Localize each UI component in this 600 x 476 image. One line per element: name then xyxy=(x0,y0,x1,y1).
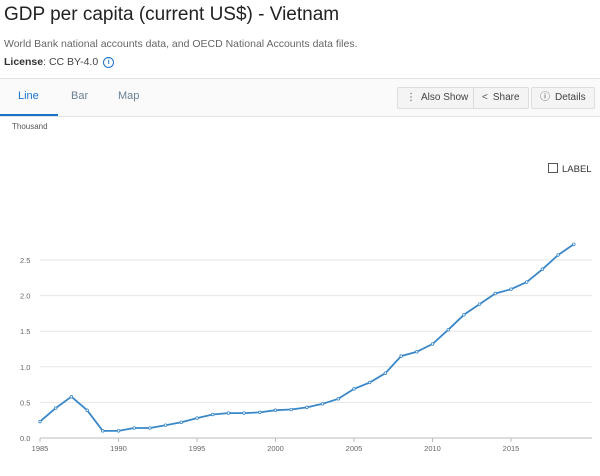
data-point xyxy=(509,287,513,291)
x-tick-label: 2000 xyxy=(267,444,284,453)
also-show-button[interactable]: ⋮ Also Show xyxy=(397,87,478,109)
data-point xyxy=(54,406,58,410)
data-point xyxy=(556,253,560,257)
data-point xyxy=(132,426,136,430)
data-point xyxy=(572,242,576,247)
y-tick-label: 0.0 xyxy=(20,434,30,443)
share-icon: < xyxy=(482,92,488,103)
also-show-label: Also Show xyxy=(421,92,469,103)
chart-area: Thousand 0.0 0.5 1.0 1.5 2.0 2.5 1985 1990 1995 20… xyxy=(0,117,600,476)
data-point xyxy=(163,423,168,427)
label-checkbox[interactable] xyxy=(548,163,558,173)
license-line: License: CC BY-4.0 i xyxy=(4,56,115,68)
license-value: : CC BY-4.0 xyxy=(43,56,99,68)
data-point xyxy=(430,342,435,346)
share-button[interactable]: < Share xyxy=(473,87,529,109)
data-point xyxy=(210,412,215,417)
y-tick-label: 2.5 xyxy=(20,256,30,265)
tab-bar[interactable]: Bar xyxy=(71,90,89,102)
label-toggle[interactable]: LABEL xyxy=(548,163,592,175)
view-tabs: Line Bar Map ⋮ Also Show < Share ⓘ Details xyxy=(0,79,600,117)
data-point xyxy=(148,426,152,430)
tab-map[interactable]: Map xyxy=(118,90,140,102)
data-point xyxy=(320,402,325,406)
data-point xyxy=(352,387,356,391)
data-point xyxy=(289,407,293,412)
data-point xyxy=(101,429,105,433)
data-point xyxy=(399,354,403,358)
data-point xyxy=(195,416,199,420)
data-point xyxy=(336,397,340,401)
y-unit-label: Thousand xyxy=(12,122,48,131)
series-line xyxy=(39,243,575,432)
data-point xyxy=(116,429,121,433)
data-point xyxy=(462,313,466,317)
x-tick-label: 2005 xyxy=(346,444,363,453)
details-button[interactable]: ⓘ Details xyxy=(531,87,595,109)
data-point xyxy=(415,350,419,354)
data-point xyxy=(69,395,74,399)
chart-panel: Line Bar Map ⋮ Also Show < Share ⓘ Details … xyxy=(0,78,600,476)
x-tick-label: 2015 xyxy=(503,444,520,453)
data-point xyxy=(525,280,529,284)
page-title: GDP per capita (current US$) - Vietnam xyxy=(4,4,340,25)
data-point xyxy=(540,267,545,271)
vertical-dots-icon: ⋮ xyxy=(406,92,416,103)
info-icon[interactable]: i xyxy=(103,57,115,68)
label-toggle-text: LABEL xyxy=(562,164,592,175)
x-tick-label: 1995 xyxy=(189,444,206,453)
x-tick-label: 1990 xyxy=(110,444,127,453)
share-label: Share xyxy=(492,92,520,103)
data-point xyxy=(38,419,42,424)
y-tick-label: 1.5 xyxy=(20,327,30,336)
data-point xyxy=(368,380,372,385)
data-point xyxy=(305,405,309,410)
y-tick-label: 2.0 xyxy=(20,292,30,301)
x-tick-label: 1985 xyxy=(32,444,49,453)
data-point xyxy=(383,371,388,375)
y-tick-label: 0.5 xyxy=(20,398,30,407)
line-chart: Thousand 0.0 0.5 1.0 1.5 2.0 2.5 1985 1990 1995 20… xyxy=(12,122,592,453)
y-tick-label: 1.0 xyxy=(20,363,30,372)
x-tick-label: 2010 xyxy=(424,444,441,453)
data-point xyxy=(273,408,278,412)
source-note: World Bank national accounts data, and O… xyxy=(4,38,358,50)
tab-line[interactable]: Line xyxy=(18,90,39,102)
data-point xyxy=(446,328,450,332)
data-point xyxy=(179,420,183,425)
data-point xyxy=(242,411,246,415)
data-point xyxy=(85,408,89,412)
details-label: Details xyxy=(555,92,586,103)
data-point xyxy=(258,410,262,415)
data-point xyxy=(493,291,497,296)
info-circle-icon: ⓘ xyxy=(540,92,550,103)
active-tab-indicator xyxy=(0,114,58,116)
data-point xyxy=(226,411,231,415)
data-point xyxy=(477,302,482,306)
license-label: License xyxy=(4,56,44,68)
